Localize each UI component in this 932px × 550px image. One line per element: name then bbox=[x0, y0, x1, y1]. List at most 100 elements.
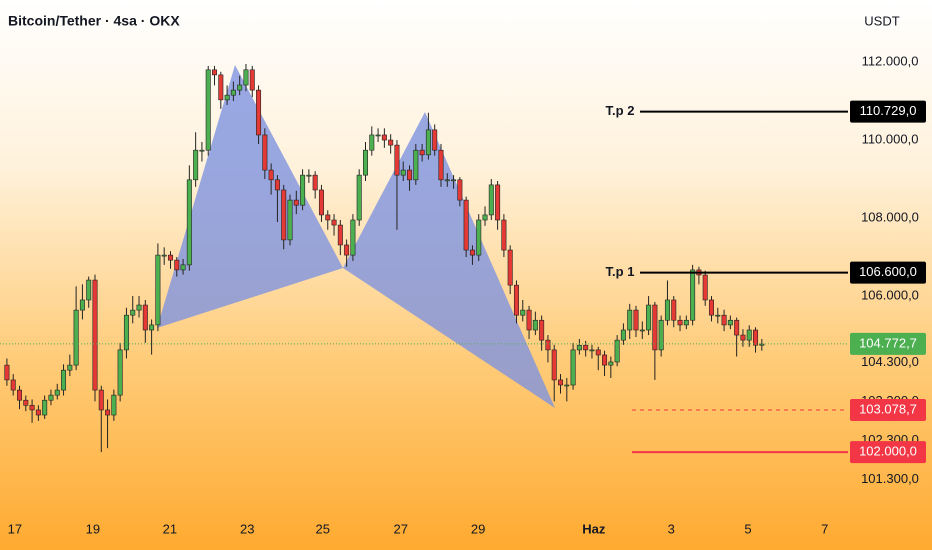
candle-body bbox=[318, 189, 324, 216]
candle-body bbox=[520, 309, 526, 316]
x-tick-label: 25 bbox=[315, 521, 329, 536]
candle-body bbox=[513, 284, 519, 316]
x-tick-label: 17 bbox=[8, 521, 22, 536]
candle-body bbox=[281, 189, 287, 241]
candle-body bbox=[602, 354, 608, 366]
candle-body bbox=[4, 364, 10, 381]
candle-body bbox=[576, 344, 582, 351]
candle-body bbox=[633, 309, 639, 331]
x-tick-label: Haz bbox=[582, 521, 606, 536]
candle-body bbox=[256, 89, 262, 136]
price-tag-label: 106.600,0 bbox=[859, 264, 917, 279]
pattern-shape bbox=[343, 112, 555, 408]
candle-body bbox=[463, 199, 469, 251]
candle-body bbox=[67, 364, 73, 371]
candle-body bbox=[507, 249, 513, 286]
candle-body bbox=[186, 179, 192, 266]
candle-body bbox=[199, 149, 205, 152]
price-tag bbox=[850, 100, 926, 123]
candle-body bbox=[501, 219, 507, 251]
candle-body bbox=[614, 339, 620, 363]
candle-body bbox=[362, 149, 368, 176]
x-tick-label: 7 bbox=[821, 521, 828, 536]
candle-body bbox=[54, 389, 60, 396]
candle-body bbox=[721, 314, 727, 326]
candle-body bbox=[98, 389, 104, 411]
currency-label: USDT bbox=[864, 13, 899, 28]
candle-body bbox=[218, 74, 224, 101]
candle-body bbox=[469, 249, 475, 256]
candle-body bbox=[193, 149, 199, 181]
candle-body bbox=[111, 394, 117, 416]
candle-body bbox=[48, 394, 54, 401]
y-tick-label: 101.300,0 bbox=[861, 471, 919, 486]
candle-body bbox=[570, 349, 576, 386]
candle-body bbox=[482, 214, 488, 221]
x-tick-label: 27 bbox=[393, 521, 407, 536]
candle-body bbox=[274, 179, 280, 191]
candle-body bbox=[652, 304, 658, 351]
candle-body bbox=[325, 214, 331, 221]
candles bbox=[4, 63, 765, 453]
candle-body bbox=[306, 174, 312, 177]
candle-body bbox=[388, 139, 394, 146]
candle-body bbox=[381, 134, 387, 141]
candle-body bbox=[35, 409, 41, 416]
candle-body bbox=[658, 319, 664, 351]
price-tag bbox=[850, 399, 926, 422]
chart-title: Bitcoin/Tether · 4sa · OKX bbox=[8, 13, 180, 29]
x-tick-label: 23 bbox=[240, 521, 254, 536]
candle-body bbox=[230, 89, 236, 96]
candle-body bbox=[29, 404, 35, 411]
price-tag bbox=[850, 261, 926, 284]
y-tick-label: 110.000,0 bbox=[862, 131, 919, 146]
x-tick-label: 19 bbox=[86, 521, 100, 536]
candle-body bbox=[683, 319, 689, 326]
x-tick-label: 29 bbox=[471, 521, 485, 536]
candle-body bbox=[149, 324, 155, 331]
candle-body bbox=[130, 309, 136, 316]
candle-body bbox=[526, 309, 532, 331]
candle-body bbox=[86, 279, 92, 301]
candle-body bbox=[532, 319, 538, 331]
price-tag-label: 110.729,0 bbox=[860, 103, 917, 118]
candle-body bbox=[664, 299, 670, 321]
candle-body bbox=[17, 389, 23, 401]
candle-body bbox=[646, 304, 652, 331]
candle-body bbox=[413, 149, 419, 181]
candle-body bbox=[627, 309, 633, 331]
candle-body bbox=[73, 309, 79, 366]
candle-body bbox=[394, 144, 400, 176]
candle-body bbox=[444, 179, 450, 182]
candle-body bbox=[457, 179, 463, 201]
candle-body bbox=[293, 199, 299, 206]
price-tag-label: 103.078,7 bbox=[859, 401, 917, 416]
candle-body bbox=[212, 69, 218, 76]
candle-body bbox=[715, 314, 721, 317]
candle-body bbox=[608, 361, 614, 366]
candle-body bbox=[10, 379, 16, 391]
candle-body bbox=[155, 254, 161, 326]
candle-body bbox=[476, 219, 482, 256]
candle-body bbox=[369, 134, 375, 151]
candle-body bbox=[740, 334, 746, 341]
candle-body bbox=[243, 69, 249, 86]
candle-body bbox=[671, 299, 677, 321]
candle-body bbox=[690, 269, 696, 321]
candle-body bbox=[539, 319, 545, 341]
candle-body bbox=[564, 384, 570, 387]
candle-body bbox=[425, 129, 431, 156]
candle-body bbox=[639, 329, 645, 332]
candle-body bbox=[375, 134, 381, 137]
candle-body bbox=[746, 329, 752, 341]
candle-body bbox=[344, 244, 350, 256]
level-name: T.p 1 bbox=[606, 264, 635, 279]
price-tag-label: 102.000,0 bbox=[859, 444, 917, 459]
candle-body bbox=[419, 149, 425, 156]
candle-body bbox=[583, 344, 589, 351]
candle-body bbox=[331, 219, 337, 226]
level-name: T.p 2 bbox=[606, 103, 635, 118]
price-tag bbox=[850, 332, 926, 355]
candle-body bbox=[551, 349, 557, 381]
